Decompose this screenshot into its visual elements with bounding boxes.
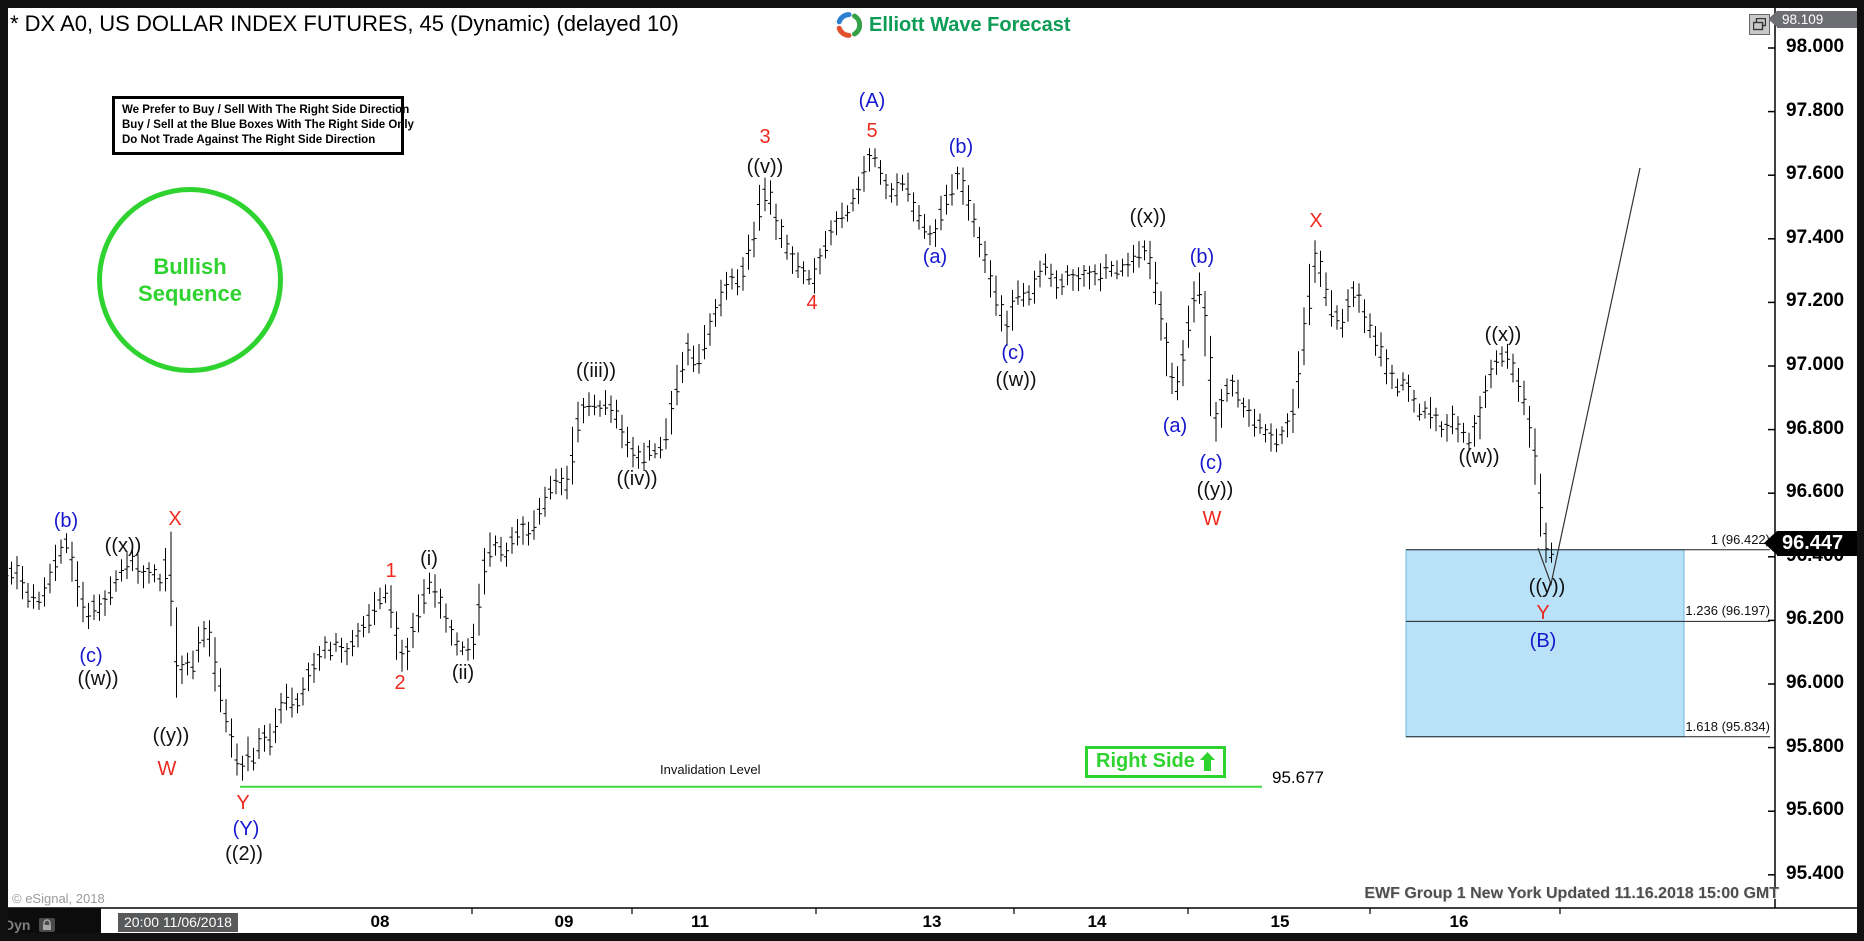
price-axis-label: 98.000 bbox=[1786, 36, 1845, 57]
time-axis-label: 13 bbox=[922, 912, 942, 931]
wave-label: (c) bbox=[1001, 342, 1025, 364]
wave-label: ((iv)) bbox=[616, 468, 658, 490]
brand-name: Elliott Wave Forecast bbox=[869, 13, 1071, 36]
wave-label: Y bbox=[236, 792, 250, 814]
restore-window-button[interactable] bbox=[1749, 14, 1770, 35]
invalidation-label: Invalidation Level bbox=[660, 762, 761, 777]
axis-high-badge: 98.109 bbox=[1768, 11, 1862, 28]
price-axis-label: 95.600 bbox=[1786, 799, 1845, 821]
wave-label: ((2)) bbox=[225, 843, 263, 865]
wave-label: 3 bbox=[759, 126, 771, 148]
lock-icon bbox=[39, 917, 56, 932]
bullish-line2: Sequence bbox=[138, 281, 242, 306]
wave-label: (ii) bbox=[451, 662, 475, 684]
current-price-badge: 96.447 bbox=[1764, 531, 1864, 556]
wave-label: (a) bbox=[1162, 415, 1188, 437]
wave-label: (b) bbox=[1189, 246, 1215, 268]
wave-label: (Y) bbox=[232, 818, 260, 840]
time-axis-label: 16 bbox=[1449, 912, 1469, 931]
price-axis-label: 96.000 bbox=[1786, 672, 1845, 693]
wave-label: Y bbox=[1536, 602, 1550, 624]
price-axis-label: 96.800 bbox=[1786, 417, 1845, 439]
wave-label: W bbox=[1202, 508, 1222, 530]
wave-label: ((y)) bbox=[1196, 479, 1234, 501]
price-axis-label: 96.200 bbox=[1786, 608, 1845, 630]
brand-logo-icon bbox=[836, 12, 862, 38]
price-axis-label: 95.800 bbox=[1786, 735, 1845, 757]
wave-label: 5 bbox=[866, 120, 878, 142]
price-axis-label: 97.200 bbox=[1786, 290, 1845, 312]
symbol-title: * DX A0, US DOLLAR INDEX FUTURES, 45 (Dy… bbox=[10, 11, 679, 36]
wave-label: X bbox=[1309, 210, 1323, 232]
price-axis-label: 97.800 bbox=[1786, 99, 1845, 121]
wave-label: ((w)) bbox=[77, 668, 119, 690]
frame-top bbox=[0, 0, 1864, 8]
wave-label: 2 bbox=[394, 672, 406, 694]
wave-label: (A) bbox=[858, 90, 886, 112]
frame-right bbox=[1857, 0, 1864, 941]
wave-label: ((v)) bbox=[746, 156, 784, 178]
right-side-label: Right Side bbox=[1096, 750, 1195, 772]
wave-label: W bbox=[157, 758, 177, 780]
wave-label: (b) bbox=[53, 510, 79, 532]
wave-label: (b) bbox=[948, 136, 974, 158]
price-axis-label: 97.400 bbox=[1786, 226, 1845, 248]
dyn-mode-label: Dyn bbox=[4, 916, 31, 933]
wave-label: ((x)) bbox=[1484, 324, 1522, 346]
price-axis-label: 97.600 bbox=[1786, 163, 1845, 185]
wave-label: (B) bbox=[1529, 630, 1557, 652]
notice-line: Buy / Sell at the Blue Boxes With The Ri… bbox=[122, 119, 414, 131]
price-axis-label: 96.600 bbox=[1786, 481, 1845, 503]
time-axis-label: 15 bbox=[1270, 912, 1290, 931]
wave-label: ((w)) bbox=[1458, 446, 1500, 468]
right-side-badge: Right Side bbox=[1085, 746, 1226, 778]
wave-label: ((x)) bbox=[1129, 206, 1167, 228]
bullish-sequence-badge: Bullish Sequence bbox=[97, 187, 283, 373]
price-axis-label: 95.400 bbox=[1786, 862, 1845, 884]
blue-box bbox=[1405, 549, 1685, 738]
up-arrow-icon bbox=[1199, 752, 1215, 771]
wave-label: 1 bbox=[385, 560, 397, 582]
time-axis-label: 14 bbox=[1087, 912, 1107, 931]
time-axis-label: 08 bbox=[370, 912, 390, 931]
notice-line: We Prefer to Buy / Sell With The Right S… bbox=[122, 104, 410, 116]
time-axis-label: 11 bbox=[691, 912, 709, 931]
wave-label: (a) bbox=[922, 246, 948, 268]
wave-label: ((x)) bbox=[104, 535, 142, 557]
fib-level-label: 1.618 (95.834) bbox=[1685, 718, 1770, 734]
brand-logo: Elliott Wave Forecast bbox=[836, 12, 1071, 38]
notice-line: Do Not Trade Against The Right Side Dire… bbox=[122, 134, 376, 146]
wave-label: (c) bbox=[1199, 452, 1223, 474]
invalidation-price: 95.677 bbox=[1272, 768, 1324, 787]
frame-bottom bbox=[0, 933, 1864, 941]
projection-line bbox=[1537, 167, 1641, 587]
wave-label: 4 bbox=[806, 292, 818, 314]
frame-left bbox=[0, 0, 8, 941]
time-axis-label: 09 bbox=[554, 912, 574, 931]
trading-notice-box: We Prefer to Buy / Sell With The Right S… bbox=[112, 96, 414, 155]
fib-level-label: 1 (96.422) bbox=[1710, 531, 1770, 547]
fib-level-label: 1.236 (96.197) bbox=[1685, 603, 1770, 619]
restore-icon bbox=[1753, 18, 1766, 31]
wave-label: (c) bbox=[79, 645, 103, 667]
price-axis-label: 97.000 bbox=[1786, 354, 1845, 375]
first-bar-time-badge: 20:00 11/06/2018 bbox=[118, 913, 238, 932]
bullish-line1: Bullish bbox=[153, 254, 227, 279]
wave-label: (i) bbox=[420, 548, 438, 570]
wave-label: X bbox=[168, 508, 182, 530]
wave-label: ((w)) bbox=[995, 369, 1037, 391]
wave-label: ((y)) bbox=[1528, 576, 1566, 598]
wave-label: ((y)) bbox=[152, 725, 190, 747]
esignal-copyright: © eSignal, 2018 bbox=[12, 891, 105, 906]
footer-updated-text: EWF Group 1 New York Updated 11.16.2018 … bbox=[1364, 885, 1779, 902]
wave-label: ((iii)) bbox=[576, 360, 616, 382]
